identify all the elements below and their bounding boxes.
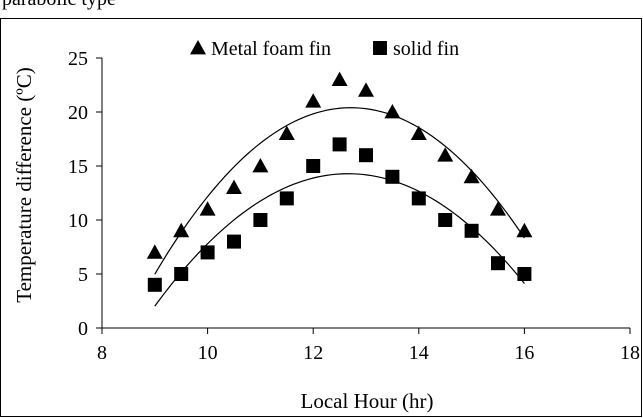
metal-foam-fin-point bbox=[278, 125, 295, 140]
solid-fin-point bbox=[359, 148, 373, 163]
figure-border bbox=[0, 18, 642, 417]
metal-foam-fin-point bbox=[384, 104, 401, 119]
metal-foam-fin-point bbox=[146, 244, 163, 259]
solid-fin-point bbox=[464, 223, 479, 238]
y-axis-label: Temperature difference (ºC) bbox=[12, 67, 36, 303]
metal-foam-fin-point bbox=[437, 147, 454, 162]
solid-fin-trendline bbox=[154, 173, 525, 307]
y-tick-label: 10 bbox=[68, 210, 88, 232]
plot-area: 0 5 10 15 20 25 8 10 12 14 16 18 bbox=[68, 48, 640, 364]
x-axis-label: Local Hour (hr) bbox=[301, 389, 434, 413]
metal-foam-fin-point bbox=[305, 93, 322, 108]
metal-foam-fin-point bbox=[410, 125, 427, 140]
metal-foam-fin-point bbox=[331, 71, 348, 86]
cropped-header-label: parabolic type bbox=[2, 0, 116, 11]
y-tick-label: 25 bbox=[68, 48, 88, 70]
x-tick-label: 18 bbox=[620, 342, 640, 364]
metal-foam-fin-point bbox=[463, 168, 480, 184]
solid-fin-point bbox=[279, 191, 294, 206]
y-tick-label: 15 bbox=[68, 156, 88, 178]
legend-solid-fin-marker bbox=[373, 41, 387, 55]
x-tick-label: 8 bbox=[97, 342, 107, 364]
y-tick-label: 0 bbox=[78, 318, 88, 340]
y-tick-label: 20 bbox=[68, 102, 88, 124]
solid-fin-point bbox=[517, 267, 532, 281]
solid-fin-point bbox=[147, 277, 162, 292]
legend-metal-foam-fin-marker bbox=[190, 40, 206, 55]
metal-foam-fin-point bbox=[516, 222, 533, 238]
legend: Metal foam fin solid fin bbox=[190, 38, 459, 60]
solid-fin-point bbox=[174, 267, 189, 281]
solid-fin-point bbox=[253, 213, 268, 227]
y-tick-label: 5 bbox=[78, 264, 88, 286]
metal-foam-fin-point bbox=[226, 179, 242, 194]
metal-foam-fin-point bbox=[199, 201, 216, 216]
solid-fin-point bbox=[332, 137, 347, 152]
x-tick-label: 16 bbox=[514, 342, 534, 364]
metal-foam-fin-point bbox=[173, 222, 190, 238]
legend-solid-fin-label: solid fin bbox=[393, 38, 459, 60]
x-tick-label: 10 bbox=[198, 342, 218, 364]
solid-fin-point bbox=[227, 234, 241, 249]
solid-fin-point bbox=[385, 169, 400, 184]
metal-foam-fin-point bbox=[490, 201, 506, 216]
metal-foam-fin-trendline bbox=[154, 107, 525, 275]
solid-fin-point bbox=[438, 213, 453, 227]
x-tick-label: 12 bbox=[303, 342, 323, 364]
cropped-header-text: parabolic type bbox=[0, 0, 643, 18]
solid-fin-point bbox=[306, 159, 321, 173]
x-tick-label: 14 bbox=[409, 342, 429, 364]
solid-fin-point bbox=[411, 191, 426, 206]
solid-fin-point bbox=[491, 256, 505, 271]
solid-fin-point bbox=[200, 245, 215, 260]
metal-foam-fin-point bbox=[252, 158, 269, 173]
legend-metal-foam-fin-label: Metal foam fin bbox=[211, 38, 331, 60]
metal-foam-fin-point bbox=[358, 82, 374, 97]
